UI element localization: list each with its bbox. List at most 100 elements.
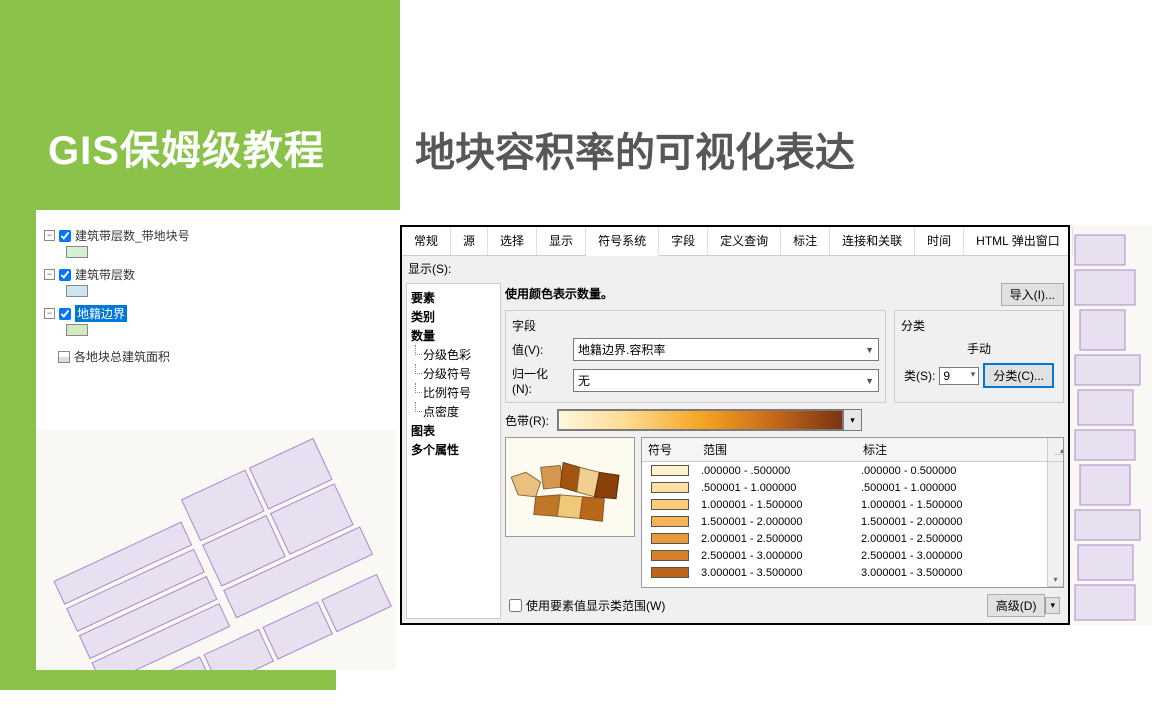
layer-item[interactable]: − 建筑带层数_带地块号 (36, 225, 296, 246)
chevron-down-icon: ▾ (971, 369, 976, 383)
title-main: GIS保姆级教程 (48, 118, 325, 176)
range-label: 2.000001 - 2.500000 (857, 533, 1047, 545)
layers-panel: − 建筑带层数_带地块号 − 建筑带层数 − 地籍边界 各地块总建筑面积 (36, 225, 296, 367)
use-feature-values-checkbox[interactable]: 使用要素值显示类范围(W) (509, 597, 665, 614)
table-icon (58, 351, 70, 363)
map-right-edge (1070, 225, 1152, 625)
layer-swatch (66, 324, 88, 336)
value-label: 值(V): (512, 341, 567, 358)
range-value: .500001 - 1.000000 (697, 482, 857, 494)
tree-sub[interactable]: 比例符号 (411, 383, 496, 402)
range-value: 3.000001 - 3.500000 (697, 567, 857, 579)
norm-select[interactable]: 无▼ (573, 369, 879, 392)
tree-collapse-icon[interactable]: − (44, 230, 55, 241)
tab-1[interactable]: 源 (451, 227, 488, 255)
range-row[interactable]: 2.000001 - 2.5000002.000001 - 2.500000 (642, 530, 1047, 547)
tab-7[interactable]: 标注 (781, 227, 830, 255)
tree-category[interactable]: 图表 (411, 421, 496, 440)
range-row[interactable]: .500001 - 1.000000.500001 - 1.000000 (642, 479, 1047, 496)
dialog-tabs: 常规源选择显示符号系统字段定义查询标注连接和关联时间HTML 弹出窗口 (402, 227, 1068, 256)
layer-checkbox[interactable] (59, 308, 71, 320)
layer-item[interactable]: − 建筑带层数 (36, 264, 296, 285)
layer-label: 各地块总建筑面积 (74, 348, 170, 365)
range-swatch (651, 465, 689, 476)
class-count-select[interactable]: 9▾ (939, 367, 979, 385)
range-row[interactable]: 2.500001 - 3.0000002.500001 - 3.000000 (642, 547, 1047, 564)
class-count-label: 类(S): (904, 367, 935, 384)
ramp-label: 色带(R): (505, 412, 549, 429)
tab-8[interactable]: 连接和关联 (830, 227, 915, 255)
field-group-title: 字段 (512, 317, 879, 334)
layer-label-selected: 地籍边界 (75, 305, 127, 322)
layer-checkbox[interactable] (59, 269, 71, 281)
title-sub: 地块容积率的可视化表达 (415, 120, 855, 178)
tab-3[interactable]: 显示 (537, 227, 586, 255)
range-value: 1.500001 - 2.000000 (697, 516, 857, 528)
range-swatch (651, 482, 689, 493)
range-swatch (651, 516, 689, 527)
preview-map (505, 437, 635, 537)
range-swatch (651, 567, 689, 578)
tab-2[interactable]: 选择 (488, 227, 537, 255)
layer-item-table[interactable]: 各地块总建筑面积 (50, 346, 296, 367)
range-row[interactable]: 1.500001 - 2.0000001.500001 - 2.000000 (642, 513, 1047, 530)
norm-label: 归一化(N): (512, 365, 567, 396)
range-swatch (651, 533, 689, 544)
symbology-tree[interactable]: 要素 类别 数量 分级色彩 分级符号 比例符号 点密度 图表 多个属性 (406, 283, 501, 619)
class-method: 手动 (967, 340, 991, 357)
range-row[interactable]: 3.000001 - 3.5000003.000001 - 3.500000 (642, 564, 1047, 581)
symbology-heading: 使用颜色表示数量。 (505, 283, 613, 304)
value-select[interactable]: 地籍边界.容积率▼ (573, 338, 879, 361)
layer-item[interactable]: − 地籍边界 (36, 303, 296, 324)
ranges-header-range[interactable]: 范围 (697, 438, 857, 461)
tab-6[interactable]: 定义查询 (708, 227, 781, 255)
tree-collapse-icon[interactable]: − (44, 269, 55, 280)
range-value: .000000 - .500000 (697, 465, 857, 477)
classification-group: 分类 手动 类(S): 9▾ 分类(C)... (894, 310, 1064, 403)
chevron-down-icon: ▼ (865, 345, 874, 355)
tab-0[interactable]: 常规 (402, 227, 451, 255)
tree-sub[interactable]: 分级色彩 (411, 345, 496, 364)
ranges-header-symbol[interactable]: 符号 (642, 438, 697, 461)
color-ramp[interactable] (558, 410, 843, 430)
range-label: 1.000001 - 1.500000 (857, 499, 1047, 511)
ranges-table: 符号 范围 标注 ▴ .000000 - .500000.000000 - 0.… (641, 437, 1064, 588)
map-background (36, 430, 396, 670)
layer-label: 建筑带层数 (75, 266, 135, 283)
range-label: 2.500001 - 3.000000 (857, 550, 1047, 562)
ranges-header-label[interactable]: 标注 (857, 438, 1047, 461)
range-label: 1.500001 - 2.000000 (857, 516, 1047, 528)
tree-category[interactable]: 要素 (411, 288, 496, 307)
tab-5[interactable]: 字段 (659, 227, 708, 255)
scroll-down-icon[interactable]: ▾ (1048, 573, 1063, 587)
range-label: 3.000001 - 3.500000 (857, 567, 1047, 579)
tree-collapse-icon[interactable]: − (44, 308, 55, 319)
layer-swatch (66, 246, 88, 258)
range-row[interactable]: .000000 - .500000.000000 - 0.500000 (642, 462, 1047, 479)
layer-label: 建筑带层数_带地块号 (75, 227, 190, 244)
layer-checkbox[interactable] (59, 230, 71, 242)
chevron-down-icon[interactable]: ▾ (1045, 597, 1060, 614)
tree-sub[interactable]: 点密度 (411, 402, 496, 421)
classify-button[interactable]: 分类(C)... (983, 363, 1054, 388)
tree-sub[interactable]: 分级符号 (411, 364, 496, 383)
range-label: .000000 - 0.500000 (857, 465, 1047, 477)
field-group: 字段 值(V): 地籍边界.容积率▼ 归一化(N): 无▼ (505, 310, 886, 403)
chevron-down-icon[interactable]: ▾ (843, 410, 861, 430)
scroll-up-icon[interactable]: ▴ (1054, 441, 1064, 455)
tab-9[interactable]: 时间 (915, 227, 964, 255)
chevron-down-icon: ▼ (865, 376, 874, 386)
symbology-dialog: 常规源选择显示符号系统字段定义查询标注连接和关联时间HTML 弹出窗口 显示(S… (400, 225, 1070, 625)
layer-swatch (66, 285, 88, 297)
tree-category[interactable]: 类别 (411, 307, 496, 326)
range-row[interactable]: 1.000001 - 1.5000001.000001 - 1.500000 (642, 496, 1047, 513)
advanced-button[interactable]: 高级(D) (987, 594, 1046, 617)
import-button[interactable]: 导入(I)... (1001, 283, 1064, 306)
range-swatch (651, 499, 689, 510)
tree-category[interactable]: 多个属性 (411, 440, 496, 459)
scrollbar[interactable]: ▾ (1047, 462, 1063, 587)
tab-10[interactable]: HTML 弹出窗口 (964, 227, 1073, 255)
tab-4[interactable]: 符号系统 (586, 227, 659, 256)
tree-category[interactable]: 数量 (411, 326, 496, 345)
green-banner-top (0, 0, 400, 210)
